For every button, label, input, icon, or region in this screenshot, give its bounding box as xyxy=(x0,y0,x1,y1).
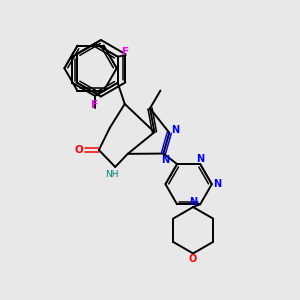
Text: N: N xyxy=(171,125,179,135)
Text: F: F xyxy=(122,47,129,57)
Text: NH: NH xyxy=(106,170,119,179)
Text: O: O xyxy=(189,254,197,264)
Text: N: N xyxy=(213,179,221,189)
Text: N: N xyxy=(189,197,197,207)
Text: N: N xyxy=(161,154,169,164)
Text: F: F xyxy=(92,100,99,110)
Text: N: N xyxy=(196,154,204,164)
Text: O: O xyxy=(75,145,84,155)
